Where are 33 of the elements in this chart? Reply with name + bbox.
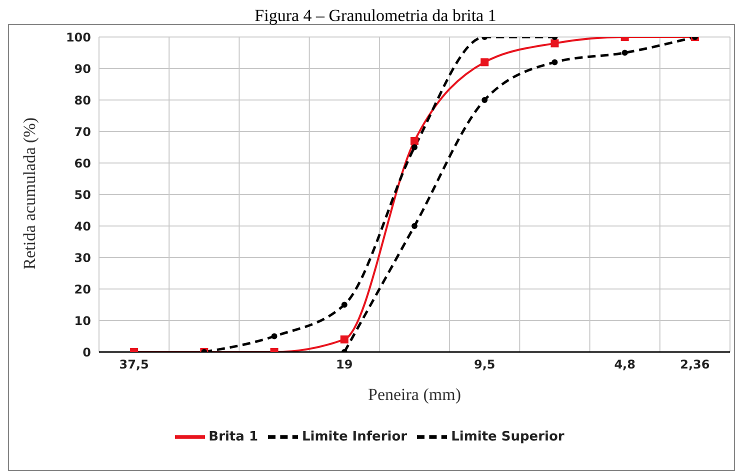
- x-axis-title: Peneira (mm): [368, 385, 461, 404]
- point: [550, 39, 559, 48]
- x-tick-label: 37,5: [119, 358, 149, 372]
- y-tick-label: 90: [74, 62, 91, 76]
- point: [340, 335, 348, 344]
- point: [410, 136, 418, 145]
- point: [552, 59, 558, 66]
- y-tick-label: 0: [82, 345, 91, 360]
- y-tick-label: 100: [66, 30, 91, 44]
- y-tick-label: 10: [74, 314, 91, 328]
- legend-label: Brita 1: [208, 430, 258, 445]
- point: [271, 333, 278, 340]
- point: [480, 58, 489, 66]
- y-tick-label: 60: [74, 156, 91, 170]
- point: [341, 302, 348, 308]
- x-tick-label: 9,5: [474, 358, 496, 372]
- y-tick-label: 70: [74, 124, 91, 139]
- legend-label: Limite Inferior: [302, 430, 408, 445]
- point: [622, 50, 628, 56]
- legend-label: Limite Superior: [451, 430, 564, 445]
- point: [412, 223, 418, 229]
- y-tick-label: 50: [74, 188, 91, 202]
- x-tick-label: 19: [336, 358, 353, 372]
- y-tick-label: 80: [74, 93, 91, 108]
- point: [482, 97, 488, 103]
- x-tick-label: 2,36: [680, 358, 710, 372]
- x-tick-label: 4,8: [614, 358, 636, 372]
- y-axis-title: Retida acumulada (%): [20, 118, 40, 270]
- point: [412, 144, 418, 150]
- y-tick-label: 30: [74, 250, 91, 265]
- chart-title: Figura 4 – Granulometria da brita 1: [254, 6, 498, 25]
- y-tick-label: 20: [74, 282, 91, 296]
- y-tick-label: 40: [74, 219, 91, 234]
